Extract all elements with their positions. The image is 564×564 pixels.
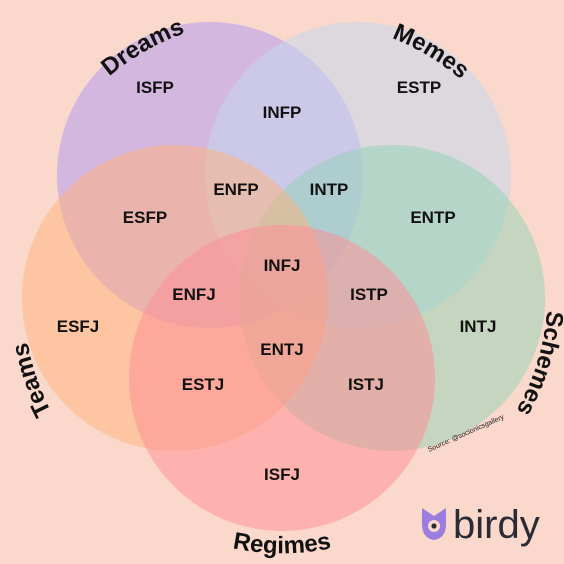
- bird-icon: [422, 508, 446, 540]
- region-esfj: ESFJ: [57, 317, 100, 336]
- region-infp: INFP: [263, 103, 302, 122]
- set-label-regimes: Regimes: [231, 528, 333, 560]
- region-istp: ISTP: [350, 285, 388, 304]
- region-intj: INTJ: [460, 317, 497, 336]
- brand-name: birdy: [453, 503, 540, 547]
- set-regimes-circle: [129, 225, 435, 531]
- region-esfp: ESFP: [123, 208, 167, 227]
- region-estp: ESTP: [397, 78, 441, 97]
- region-infj: INFJ: [264, 256, 301, 275]
- region-enfp: ENFP: [213, 180, 258, 199]
- region-isfj: ISFJ: [264, 465, 300, 484]
- region-enfj: ENFJ: [172, 285, 215, 304]
- region-estj: ESTJ: [182, 375, 225, 394]
- region-isfp: ISFP: [136, 78, 174, 97]
- region-entp: ENTP: [410, 208, 455, 227]
- region-istj: ISTJ: [348, 375, 384, 394]
- region-entj: ENTJ: [260, 340, 303, 359]
- region-intp: INTP: [310, 180, 349, 199]
